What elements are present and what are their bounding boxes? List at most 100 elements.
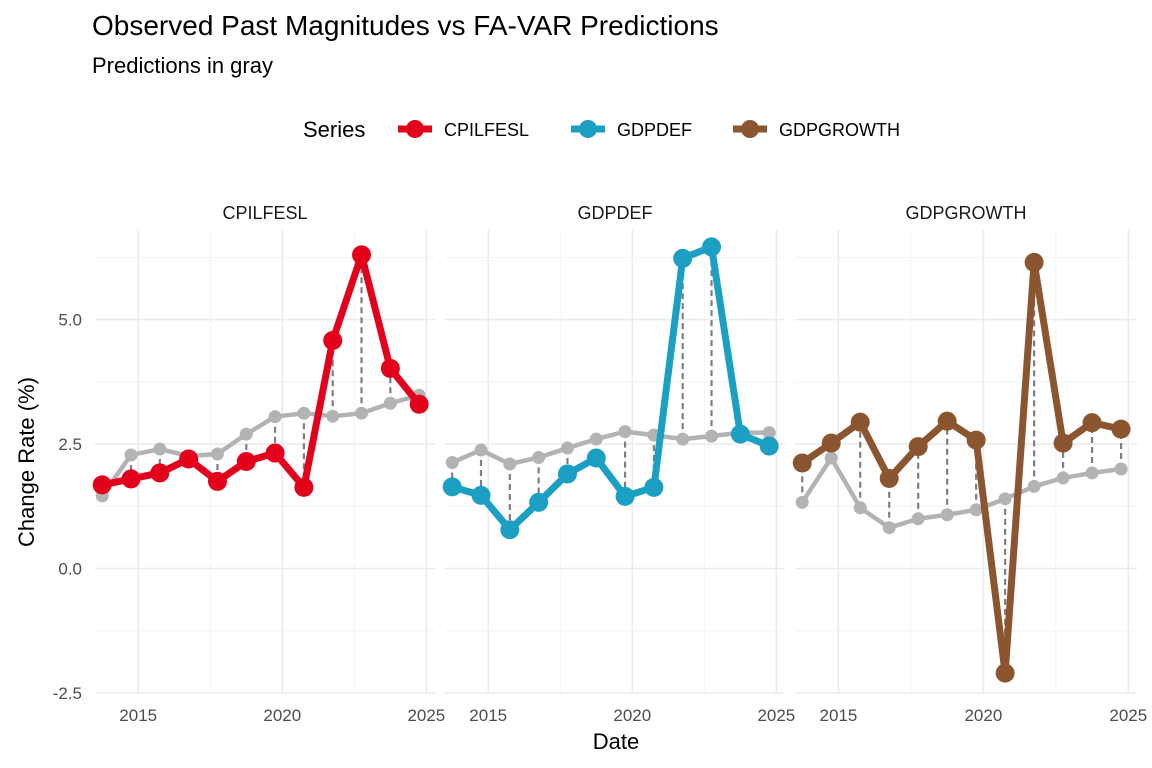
prediction-point: [795, 495, 809, 509]
facet-strip-label: GDPDEF: [577, 203, 652, 223]
prediction-line: [451, 429, 770, 467]
legend-key-point: [406, 120, 424, 138]
prediction-point: [560, 441, 574, 455]
prediction-point: [268, 410, 282, 424]
prediction-point: [762, 426, 776, 440]
observed-point: [471, 485, 491, 505]
observed-point: [644, 477, 664, 497]
observed-point: [850, 412, 870, 432]
observed-point: [121, 469, 141, 489]
legend: Series CPILFESL GDPDEF GDPGROWTH: [303, 117, 900, 142]
prediction-point: [503, 457, 517, 471]
legend-key-point: [741, 120, 759, 138]
panel-gdpgrowth: GDPGROWTH 2015 2020 2025: [792, 203, 1147, 725]
y-tick-label: 0.0: [58, 560, 82, 579]
panel-gdpdef: GDPDEF 2015 2020 2025: [442, 203, 795, 725]
y-tick-label: 5.0: [58, 311, 82, 330]
observed-point: [500, 520, 520, 540]
legend-label: GDPDEF: [617, 120, 692, 140]
observed-point: [673, 248, 693, 268]
observed-point: [557, 464, 577, 484]
x-tick-label: 2020: [263, 706, 301, 725]
prediction-point: [940, 508, 954, 522]
observed-point: [879, 468, 899, 488]
chart-subtitle: Predictions in gray: [92, 53, 273, 78]
observed-point: [352, 245, 372, 265]
y-tick-label: -2.5: [53, 684, 82, 703]
observed-point: [1024, 252, 1044, 272]
prediction-point: [532, 451, 546, 465]
x-tick-label: 2025: [407, 706, 445, 725]
observed-point: [966, 430, 986, 450]
prediction-point: [1085, 466, 1099, 480]
prediction-point: [355, 406, 369, 420]
legend-item-gdpgrowth: GDPGROWTH: [733, 120, 900, 140]
observed-point: [265, 443, 285, 463]
gridlines: [795, 230, 1137, 694]
prediction-point: [383, 396, 397, 410]
observed-point: [409, 394, 429, 414]
observed-point: [937, 411, 957, 431]
observed-point: [92, 475, 112, 495]
prediction-line: [100, 393, 420, 498]
x-tick-label: 2015: [119, 706, 157, 725]
observed-point: [236, 452, 256, 471]
observed-point: [150, 463, 170, 483]
x-tick-label: 2020: [613, 706, 651, 725]
prediction-point: [239, 427, 253, 441]
prediction-point: [618, 425, 632, 439]
chart-title: Observed Past Magnitudes vs FA-VAR Predi…: [92, 10, 719, 41]
prediction-line: [800, 455, 1122, 530]
residual-connectors: [801, 262, 1123, 674]
observed-point: [759, 436, 779, 456]
prediction-point: [445, 455, 459, 469]
x-tick-label: 2020: [964, 706, 1002, 725]
x-tick-label: 2025: [757, 706, 795, 725]
legend-key-point: [579, 120, 597, 138]
prediction-point: [297, 406, 311, 420]
prediction-point: [210, 447, 224, 461]
x-axis-title: Date: [593, 729, 639, 754]
gridlines: [95, 230, 435, 694]
observed-point: [995, 663, 1015, 683]
prediction-point: [998, 492, 1012, 506]
prediction-point: [676, 432, 690, 446]
observed-point: [792, 453, 812, 473]
y-tick-label: 2.5: [58, 435, 82, 454]
prediction-point: [589, 432, 603, 446]
observed-point: [821, 433, 841, 453]
residual-connectors: [451, 246, 771, 530]
prediction-point: [326, 409, 340, 423]
observed-line: [451, 243, 771, 534]
observed-point: [207, 471, 227, 491]
legend-title: Series: [303, 117, 365, 142]
x-tick-label: 2025: [1109, 706, 1147, 725]
gridlines: [445, 230, 785, 694]
legend-item-gdpdef: GDPDEF: [571, 120, 692, 140]
prediction-point: [911, 512, 925, 526]
prediction-point: [153, 442, 167, 456]
legend-label: CPILFESL: [444, 120, 529, 140]
observed-line: [800, 258, 1122, 677]
observed-point: [1111, 419, 1131, 439]
panel-cpilfesl: CPILFESL 2015 2020 2025: [92, 203, 445, 725]
prediction-point: [705, 429, 719, 443]
prediction-point: [124, 448, 138, 462]
prediction-point: [824, 451, 838, 465]
legend-label: GDPGROWTH: [779, 120, 900, 140]
prediction-point: [1027, 479, 1041, 493]
observed-point: [586, 448, 606, 468]
x-tick-label: 2015: [469, 706, 507, 725]
observed-point: [1053, 433, 1073, 453]
prediction-point: [474, 443, 488, 457]
observed-point: [615, 486, 635, 506]
legend-item-cpilfesl: CPILFESL: [398, 120, 529, 140]
observed-point: [1082, 413, 1102, 433]
facet-strip-label: CPILFESL: [222, 203, 307, 223]
observed-point: [179, 449, 199, 469]
prediction-point: [853, 501, 867, 515]
observed-point: [908, 437, 928, 457]
observed-point: [529, 492, 549, 512]
